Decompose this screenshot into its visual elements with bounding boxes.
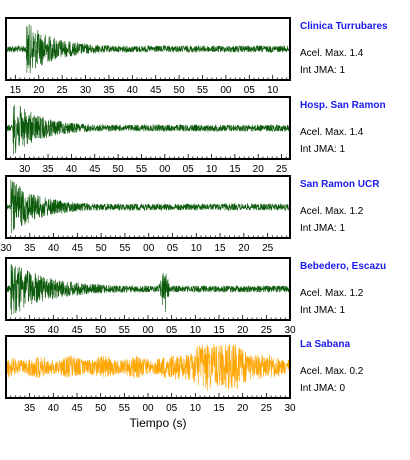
acel-max: Acel. Max. 1.2 bbox=[300, 288, 364, 299]
tick-label: 00 bbox=[143, 243, 155, 254]
waveform-series-3 bbox=[5, 263, 291, 316]
tick-label: 20 bbox=[253, 164, 265, 175]
station-info: La Sabana Acel. Max. 0.2 Int JMA: 0 bbox=[300, 339, 408, 394]
tick-label: 30 bbox=[19, 164, 31, 175]
acel-max: Acel. Max. 1.4 bbox=[300, 48, 364, 59]
tick-label: 05 bbox=[183, 164, 195, 175]
station-info: Clinica Turrubares Acel. Max. 1.4 Int JMA:… bbox=[300, 21, 408, 76]
tick-label: 35 bbox=[24, 325, 36, 336]
tick-label: 50 bbox=[174, 85, 186, 96]
panel-3: 35 40 45 50 55 00 05 10 15 20 25 30 bbox=[5, 257, 296, 336]
station-name: Bebedero, Escazu bbox=[300, 261, 387, 272]
tick-label: 05 bbox=[167, 243, 179, 254]
int-jma: Int JMA: 1 bbox=[300, 305, 346, 316]
tick-label: 45 bbox=[89, 164, 101, 175]
tick-label: 45 bbox=[150, 85, 162, 96]
tick-label: 25 bbox=[261, 325, 273, 336]
tick-label: 10 bbox=[267, 85, 279, 96]
tick-label: 45 bbox=[71, 325, 83, 336]
tick-label: 45 bbox=[72, 243, 84, 254]
tick-label: 40 bbox=[127, 85, 139, 96]
tick-label: 15 bbox=[229, 164, 241, 175]
tick-label: 20 bbox=[237, 403, 249, 414]
tick-label: 00 bbox=[220, 85, 232, 96]
tick-label: 15 bbox=[213, 325, 225, 336]
tick-label: 50 bbox=[95, 403, 107, 414]
panel-4: 35 40 45 50 55 00 05 10 15 20 25 30 bbox=[5, 335, 296, 414]
tick-label: 05 bbox=[244, 85, 256, 96]
tick-label: 25 bbox=[261, 403, 273, 414]
station-info: Hosp. San Ramon Acel. Max. 1.4 Int JMA: 1 bbox=[300, 100, 408, 155]
int-jma: Int JMA: 1 bbox=[300, 65, 346, 76]
tick-label: 20 bbox=[33, 85, 45, 96]
tick-label: 05 bbox=[166, 403, 178, 414]
acel-max: Acel. Max. 0.2 bbox=[300, 366, 364, 377]
tick-label: 30 bbox=[80, 85, 92, 96]
tick-label: 20 bbox=[237, 325, 249, 336]
tick-label: 55 bbox=[136, 164, 148, 175]
int-jma: Int JMA: 1 bbox=[300, 223, 346, 234]
station-name: Clinica Turrubares bbox=[300, 21, 388, 32]
tick-label: 35 bbox=[103, 85, 115, 96]
panel-frame bbox=[5, 17, 291, 81]
tick-label: 55 bbox=[197, 85, 209, 96]
tick-label: 55 bbox=[119, 325, 131, 336]
panel-frame bbox=[5, 175, 291, 239]
tick-label: 00 bbox=[142, 325, 154, 336]
tick-label: 45 bbox=[71, 403, 83, 414]
tick-label: 50 bbox=[95, 325, 107, 336]
panel-0: 15 20 25 30 35 40 45 50 55 00 05 10 bbox=[5, 17, 291, 96]
tick-label: 20 bbox=[238, 243, 250, 254]
tick-label: 15 bbox=[10, 85, 22, 96]
tick-label: 05 bbox=[166, 325, 178, 336]
waveform-series-1 bbox=[5, 104, 291, 155]
tick-label: 15 bbox=[215, 243, 227, 254]
tick-label: 15 bbox=[213, 403, 225, 414]
tick-label: 10 bbox=[206, 164, 218, 175]
tick-label: 25 bbox=[57, 85, 69, 96]
tick-label: 35 bbox=[24, 403, 36, 414]
tick-label: 40 bbox=[48, 243, 60, 254]
panel-2: 30 35 40 45 50 55 00 05 10 15 20 25 bbox=[0, 175, 291, 254]
tick-label: 25 bbox=[262, 243, 274, 254]
tick-label: 30 bbox=[284, 403, 296, 414]
int-jma: Int JMA: 0 bbox=[300, 383, 346, 394]
waveform-series-0 bbox=[5, 24, 291, 74]
tick-label: 25 bbox=[276, 164, 288, 175]
waveform-series-4 bbox=[5, 343, 291, 391]
tick-label: 40 bbox=[48, 403, 60, 414]
panel-1: 30 35 40 45 50 55 00 05 10 15 20 25 bbox=[5, 96, 291, 175]
tick-label: 30 bbox=[0, 243, 12, 254]
tick-label: 50 bbox=[113, 164, 125, 175]
acel-max: Acel. Max. 1.4 bbox=[300, 127, 364, 138]
tick-label: 40 bbox=[48, 325, 60, 336]
tick-label: 55 bbox=[119, 243, 131, 254]
tick-label: 55 bbox=[119, 403, 131, 414]
tick-label: 10 bbox=[190, 403, 202, 414]
acel-max: Acel. Max. 1.2 bbox=[300, 206, 364, 217]
station-name: San Ramon UCR bbox=[300, 179, 380, 190]
tick-label: 00 bbox=[159, 164, 171, 175]
tick-label: 40 bbox=[66, 164, 78, 175]
x-axis-label: Tiempo (s) bbox=[129, 416, 187, 430]
station-name: Hosp. San Ramon bbox=[300, 100, 386, 111]
station-name: La Sabana bbox=[300, 339, 351, 350]
int-jma: Int JMA: 1 bbox=[300, 144, 346, 155]
tick-label: 35 bbox=[42, 164, 54, 175]
tick-label: 35 bbox=[24, 243, 36, 254]
tick-label: 10 bbox=[191, 243, 203, 254]
tick-label: 50 bbox=[96, 243, 108, 254]
tick-label: 00 bbox=[142, 403, 154, 414]
waveform-series-2 bbox=[5, 179, 291, 234]
panel-frame bbox=[5, 96, 291, 160]
tick-label: 30 bbox=[284, 325, 296, 336]
station-info: Bebedero, Escazu Acel. Max. 1.2 Int JMA: 1 bbox=[300, 261, 408, 316]
station-info: San Ramon UCR Acel. Max. 1.2 Int JMA: 1 bbox=[300, 179, 408, 234]
tick-label: 10 bbox=[190, 325, 202, 336]
